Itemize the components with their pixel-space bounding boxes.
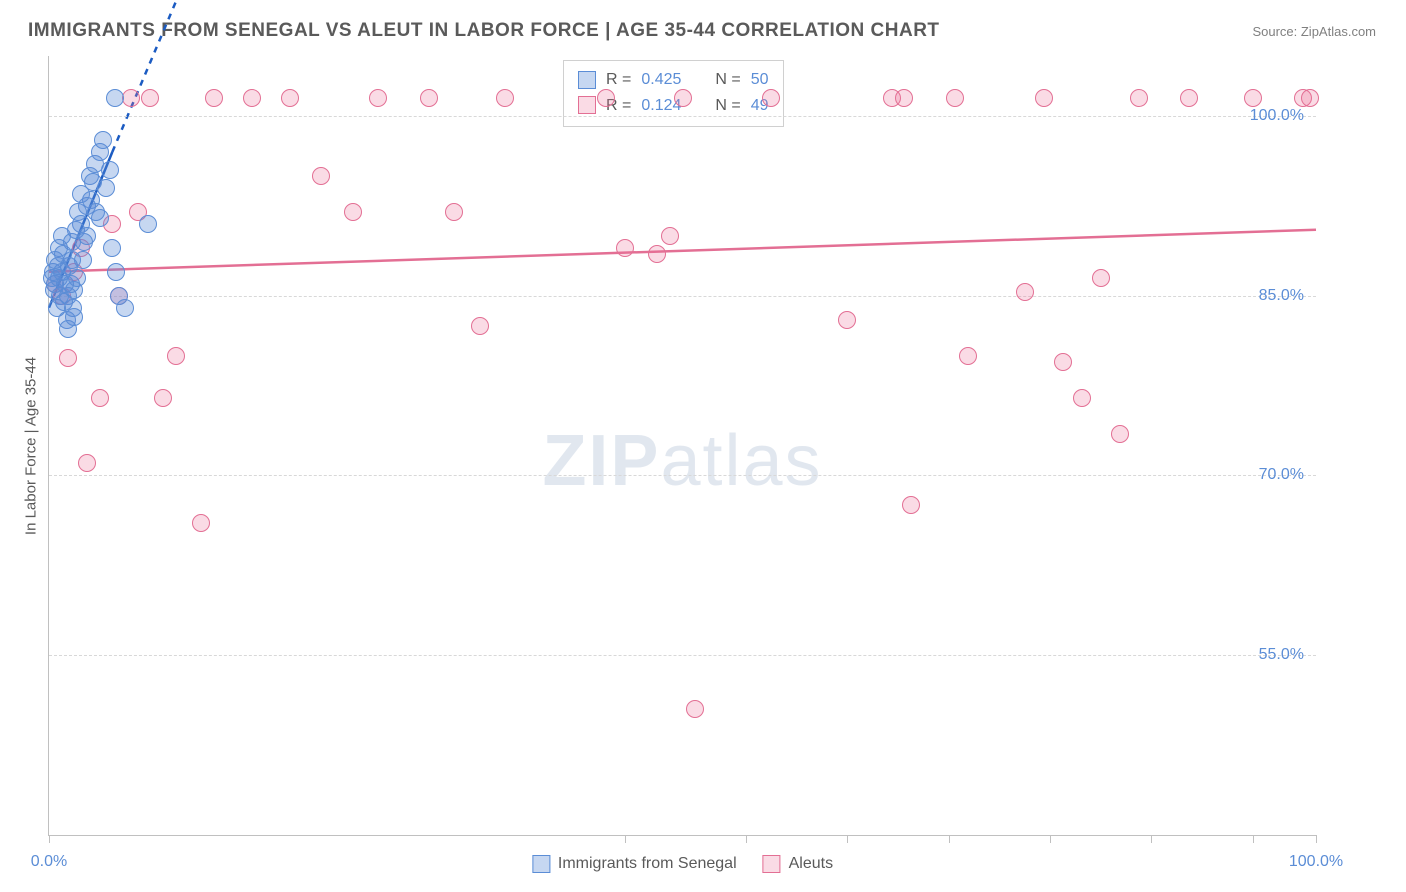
data-point — [686, 700, 704, 718]
source-attribution: Source: ZipAtlas.com — [1252, 24, 1376, 39]
legend-item-aleuts: Aleuts — [763, 855, 833, 873]
legend-swatch-aleuts — [578, 96, 596, 114]
x-tick-label: 100.0% — [1289, 853, 1343, 871]
data-point — [838, 311, 856, 329]
series-legend: Immigrants from Senegal Aleuts — [532, 855, 833, 873]
y-tick-label: 70.0% — [1259, 466, 1304, 484]
data-point — [78, 227, 96, 245]
x-tick — [1050, 835, 1051, 843]
data-point — [420, 89, 438, 107]
data-point — [1244, 89, 1262, 107]
gridline — [49, 116, 1316, 117]
x-tick — [1253, 835, 1254, 843]
data-point — [369, 89, 387, 107]
data-point — [122, 89, 140, 107]
data-point — [471, 317, 489, 335]
data-point — [139, 215, 157, 233]
data-point — [243, 89, 261, 107]
data-point — [1301, 89, 1319, 107]
legend-item-senegal: Immigrants from Senegal — [532, 855, 737, 873]
data-point — [101, 161, 119, 179]
x-tick — [49, 835, 50, 843]
data-point — [661, 227, 679, 245]
x-tick — [949, 835, 950, 843]
x-tick — [847, 835, 848, 843]
data-point — [648, 245, 666, 263]
legend-swatch-aleuts-bottom — [763, 855, 781, 873]
data-point — [91, 209, 109, 227]
data-point — [97, 179, 115, 197]
data-point — [281, 89, 299, 107]
data-point — [1035, 89, 1053, 107]
data-point — [68, 269, 86, 287]
gridline — [49, 475, 1316, 476]
data-point — [205, 89, 223, 107]
data-point — [107, 263, 125, 281]
data-point — [597, 89, 615, 107]
data-point — [1111, 425, 1129, 443]
data-point — [1130, 89, 1148, 107]
data-point — [1092, 269, 1110, 287]
trend-lines-layer — [49, 56, 1316, 835]
data-point — [762, 89, 780, 107]
y-tick-label: 100.0% — [1250, 107, 1304, 125]
chart-title: IMMIGRANTS FROM SENEGAL VS ALEUT IN LABO… — [28, 20, 940, 42]
x-tick — [1151, 835, 1152, 843]
data-point — [895, 89, 913, 107]
data-point — [496, 89, 514, 107]
y-tick-label: 85.0% — [1259, 287, 1304, 305]
data-point — [1054, 353, 1072, 371]
legend-swatch-senegal — [578, 71, 596, 89]
data-point — [674, 89, 692, 107]
y-axis-label: In Labor Force | Age 35-44 — [23, 356, 40, 534]
x-tick — [746, 835, 747, 843]
x-tick — [1316, 835, 1317, 843]
y-tick-label: 55.0% — [1259, 646, 1304, 664]
gridline — [49, 655, 1316, 656]
data-point — [65, 308, 83, 326]
data-point — [167, 347, 185, 365]
data-point — [91, 389, 109, 407]
data-point — [312, 167, 330, 185]
data-point — [344, 203, 362, 221]
data-point — [959, 347, 977, 365]
x-tick — [625, 835, 626, 843]
data-point — [1016, 283, 1034, 301]
data-point — [74, 251, 92, 269]
plot-area: In Labor Force | Age 35-44 ZIPatlas R = … — [48, 56, 1316, 836]
data-point — [94, 131, 112, 149]
data-point — [103, 239, 121, 257]
data-point — [946, 89, 964, 107]
data-point — [106, 89, 124, 107]
gridline — [49, 296, 1316, 297]
data-point — [154, 389, 172, 407]
data-point — [192, 514, 210, 532]
data-point — [1073, 389, 1091, 407]
data-point — [445, 203, 463, 221]
legend-swatch-senegal-bottom — [532, 855, 550, 873]
data-point — [116, 299, 134, 317]
data-point — [902, 496, 920, 514]
data-point — [59, 349, 77, 367]
data-point — [1180, 89, 1198, 107]
data-point — [616, 239, 634, 257]
data-point — [141, 89, 159, 107]
x-tick-label: 0.0% — [31, 853, 67, 871]
data-point — [78, 454, 96, 472]
